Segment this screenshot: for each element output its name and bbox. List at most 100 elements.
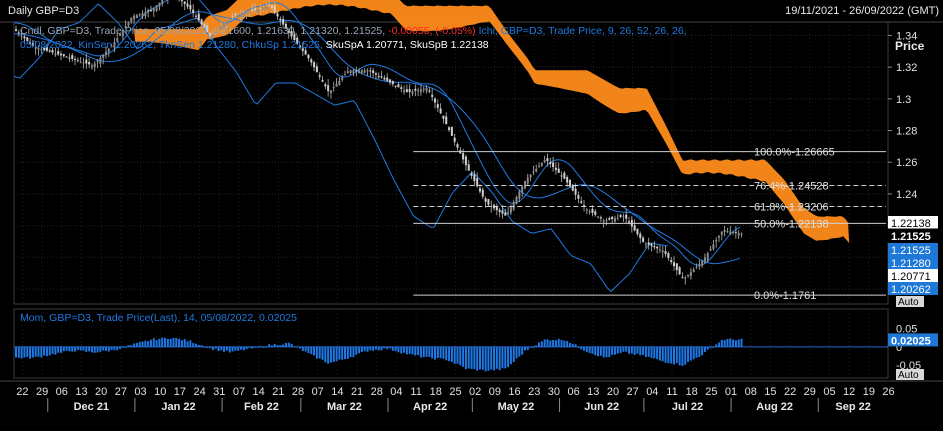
momentum-bar [487,346,490,371]
momentum-bar [304,346,307,352]
candle-body [141,13,144,17]
momentum-bar [602,346,605,358]
legend-candle-change: -0.00055, (-0.05%) [388,25,476,37]
momentum-bar [605,346,608,358]
momentum-bar [439,346,442,359]
candle-body [200,19,203,25]
candle-body [99,57,102,64]
momentum-bar [155,340,158,347]
momentum-bar [265,346,268,348]
momentum-bar [211,346,214,351]
momentum-bar [417,346,420,356]
momentum-bar [588,346,591,353]
candle-body [436,104,439,108]
candle-body [203,24,206,29]
momentum-bar [372,346,375,351]
momentum-bar [79,346,82,351]
momentum-bar [231,346,234,352]
fib-level-label: 0.0%-1.1761 [754,290,816,302]
candle-body [248,11,251,13]
candle-body [372,70,375,74]
candle-body [405,89,408,93]
candle-body [501,210,504,214]
candle-body [197,13,200,21]
time-day-label: 21 [272,386,284,398]
candle-body [549,162,552,165]
candle-body [425,87,428,92]
candle-body [732,232,735,234]
candle-body [358,70,361,73]
candle-body [650,243,653,247]
momentum-bar [290,343,293,347]
momentum-bar [29,346,32,359]
momentum-bar [178,338,181,347]
candle-body [400,87,403,89]
momentum-bar [338,346,341,360]
momentum-bar [583,346,586,351]
momentum-bar [189,340,192,347]
momentum-bar [512,346,515,363]
momentum-bar [459,346,462,366]
candle-body [346,71,349,74]
momentum-bar [341,346,344,360]
candle-body [667,253,670,258]
momentum-bar [515,346,518,359]
momentum-bar [684,346,687,365]
candle-body [149,9,152,11]
momentum-bar [15,346,17,358]
candle-body [628,221,631,223]
candle-body [254,8,257,11]
time-day-label: 07 [312,386,324,398]
candle-body [734,231,737,233]
price-axis-title: Price [895,39,925,53]
momentum-bar [209,346,212,348]
momentum-bar [445,346,448,361]
candle-body [256,9,259,13]
momentum-bar [554,340,557,347]
momentum-bar [611,346,614,355]
candle-body [484,198,487,202]
candle-body [712,244,715,249]
momentum-bar [124,346,127,348]
momentum-bar [715,344,718,347]
momentum-bar [543,339,546,347]
candle-body [262,7,265,10]
candle-body [265,6,268,10]
momentum-bar [695,346,698,358]
candle-body [282,18,285,25]
momentum-bar [85,346,88,352]
candle-body [71,55,74,59]
month-label: Feb 22 [244,401,279,413]
price-tick-label: 1.3 [896,94,911,106]
tenkan-line [13,0,741,266]
momentum-bar [400,346,403,354]
candle-body [93,63,96,68]
month-label: Sep 22 [835,401,870,413]
momentum-bar [228,346,231,353]
time-day-label: 30 [548,386,560,398]
time-day-label: 27 [627,386,639,398]
candle-body [29,42,32,44]
candle-body [85,59,88,64]
candle-body [664,251,667,254]
momentum-bar [40,346,43,358]
momentum-bar [675,346,678,364]
momentum-bar [687,346,690,362]
momentum-bar [692,346,695,360]
candle-body [487,199,490,205]
momentum-bar [698,346,701,358]
momentum-bar [507,346,510,368]
candle-body [113,42,116,48]
legend-ichi-skua: SkuSpA 1.20771, [325,39,407,51]
momentum-bar [467,346,470,369]
time-day-label: 10 [154,386,166,398]
momentum-bar [436,346,439,359]
momentum-bar [681,346,684,366]
candle-body [59,53,62,56]
price-badge [888,243,938,256]
momentum-bar [650,346,653,358]
momentum-bar [546,339,549,347]
momentum-bar [54,346,57,355]
candle-body [43,47,46,50]
momentum-bar [180,340,183,347]
